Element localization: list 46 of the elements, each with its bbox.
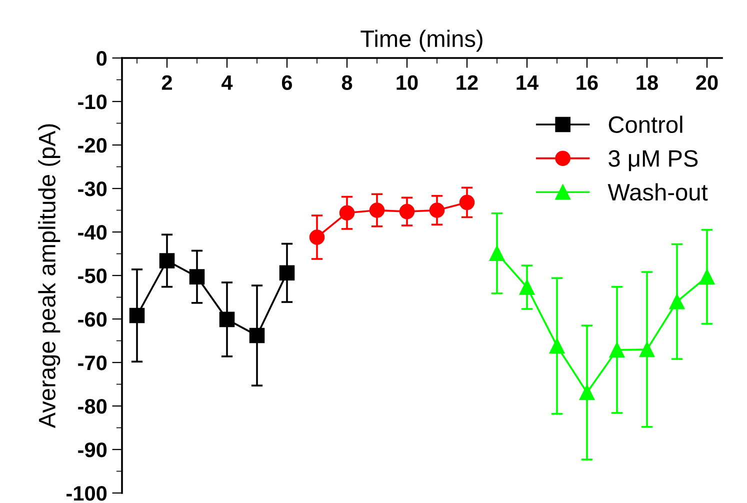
y-tick-label: -60 (78, 312, 107, 327)
x-tick-label: 18 (636, 75, 658, 90)
point (219, 312, 235, 328)
y-tick-label: -30 (78, 182, 107, 196)
point (189, 269, 205, 284)
point (609, 342, 625, 358)
y-tick-label: -100 (66, 486, 107, 501)
y-tick-label: -40 (78, 225, 107, 240)
y-tick-label: -10 (78, 94, 107, 110)
point (549, 338, 565, 354)
y-tick-label: -20 (78, 138, 107, 153)
point (699, 269, 715, 284)
y-tick-label: -50 (78, 268, 107, 284)
point (249, 328, 265, 344)
legend-label: Control (608, 116, 682, 134)
point (579, 384, 595, 400)
point (489, 246, 505, 261)
legend-label: Wash-out (608, 183, 708, 201)
x-tick-label: 2 (162, 75, 172, 90)
point (279, 265, 295, 281)
point (159, 253, 175, 268)
point (429, 202, 445, 218)
y-tick-label: 0 (96, 51, 107, 66)
x-tick-label: 6 (282, 75, 292, 90)
point (459, 194, 475, 210)
point (639, 342, 655, 358)
point (399, 204, 415, 220)
y-tick-label: -80 (78, 399, 107, 414)
y-tick-label: -90 (78, 442, 107, 458)
legend-label: 3 μM PS (608, 150, 698, 172)
x-tick-label: 14 (516, 75, 538, 90)
x-tick-label: 12 (456, 75, 478, 90)
y-tick-label: -70 (78, 356, 107, 370)
point (519, 280, 535, 295)
y-axis-title: Average peak amplitude (pA) (38, 124, 60, 428)
point (669, 294, 685, 310)
point (129, 308, 145, 324)
x-tick-label: 16 (576, 75, 598, 90)
x-tick-label: 4 (222, 75, 233, 90)
x-axis-title: Time (mins) (360, 30, 482, 52)
x-tick-label: 20 (696, 75, 718, 90)
x-tick-label: 8 (342, 75, 352, 90)
point (309, 230, 325, 245)
point (339, 205, 355, 220)
point (369, 202, 385, 218)
x-tick-label: 10 (396, 75, 418, 90)
